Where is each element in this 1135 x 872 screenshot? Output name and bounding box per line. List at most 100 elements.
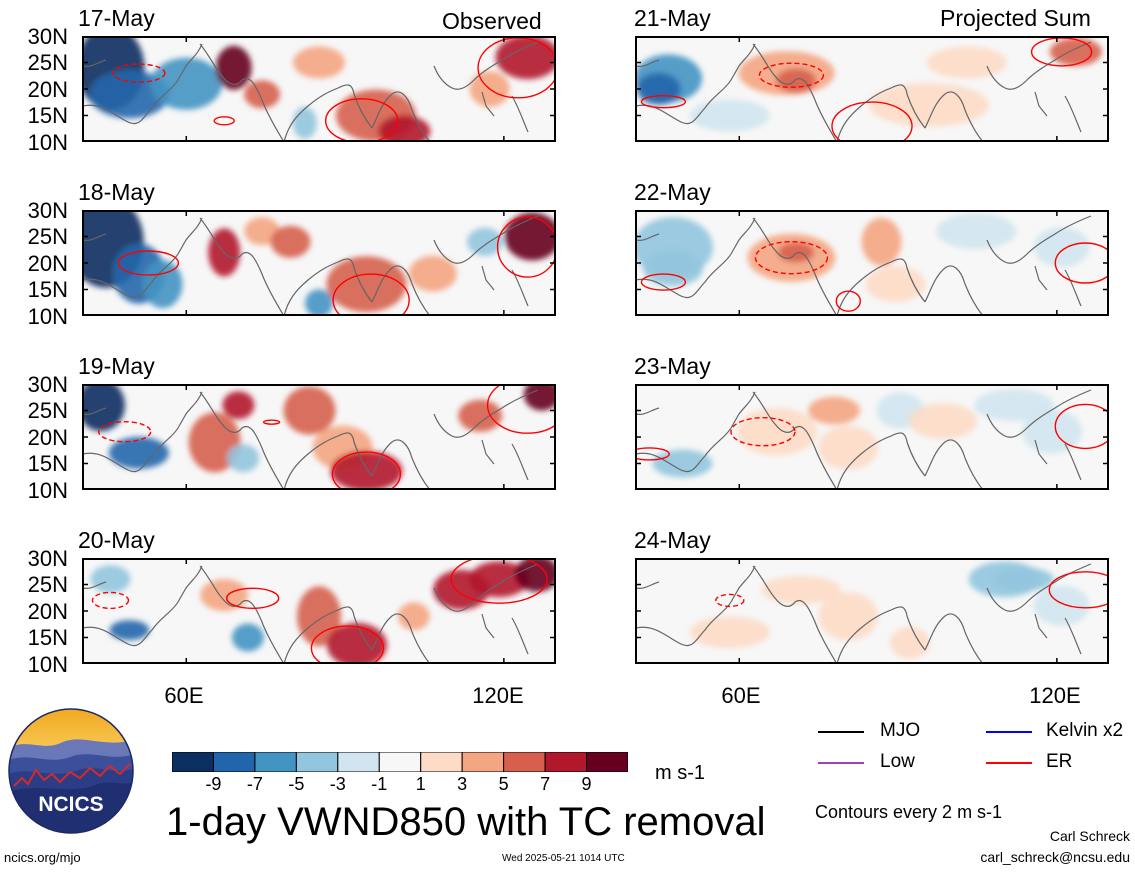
map-panel-observed: [82, 36, 556, 142]
field-anomaly: [270, 225, 311, 258]
field-anomaly: [330, 450, 403, 490]
colorbar-swatch: [295, 752, 339, 772]
lat-tick-label: 30N: [27, 24, 68, 49]
er-contour: [1054, 242, 1109, 284]
field-anomaly: [936, 213, 1017, 250]
coastline: [82, 389, 539, 490]
field-anomaly: [636, 73, 681, 105]
panel-date-label: 22-May: [634, 179, 711, 205]
field-anomaly: [909, 403, 978, 440]
lon-tick-label: 60E: [164, 683, 204, 708]
lat-tick-label: 15N: [27, 625, 68, 650]
field-layer: [82, 210, 556, 316]
field-layer: [82, 384, 556, 490]
coastline: [635, 389, 1092, 490]
legend-label-kelvin: Kelvin x2: [1046, 720, 1124, 741]
field-anomaly: [495, 36, 556, 80]
coastline: [82, 215, 539, 316]
er-contour: [332, 273, 410, 316]
er-contour: [640, 95, 687, 109]
panel-date-label: 18-May: [78, 179, 155, 205]
chart-title: 1-day VWND850 with TC removal: [166, 800, 766, 844]
map-panel-projected: [635, 384, 1109, 490]
footer-author: Carl Schreck: [1049, 828, 1130, 844]
coastline: [82, 563, 539, 664]
lat-tick-label: 25N: [27, 572, 68, 597]
colorbar-swatch: [586, 752, 628, 772]
er-contour: [758, 62, 825, 88]
er-contour: [97, 421, 152, 443]
colorbar-tick-label: -1: [371, 774, 388, 794]
lat-tick-label: 25N: [27, 398, 68, 423]
footer-email: carl_schreck@ncsu.edu: [980, 849, 1130, 865]
colorbar-tick-label: -7: [246, 774, 263, 794]
field-anomaly: [231, 623, 264, 652]
field-anomaly: [150, 57, 223, 110]
er-contour: [486, 384, 556, 434]
er-contour: [112, 63, 166, 83]
field-anomaly: [90, 565, 131, 594]
lat-tick-label: 10N: [27, 478, 68, 503]
field-layer: [82, 36, 556, 142]
lat-tick-label: 10N: [27, 652, 68, 677]
field-anomaly: [889, 626, 930, 659]
field-anomaly: [109, 620, 150, 641]
field-anomaly: [82, 384, 125, 432]
field-anomaly: [305, 289, 333, 316]
projected-title: Projected Sum: [940, 5, 1091, 31]
field-anomaly: [689, 616, 770, 649]
lat-tick-label: 20N: [27, 251, 68, 276]
field-anomaly: [200, 579, 249, 612]
map-panel-projected: [635, 36, 1109, 142]
field-anomaly: [861, 217, 902, 266]
er-contour: [831, 101, 913, 142]
field-anomaly: [89, 70, 170, 119]
lat-tick-label: 30N: [27, 546, 68, 571]
field-anomaly: [737, 407, 818, 456]
field-anomaly: [408, 255, 457, 292]
er-contour: [835, 290, 862, 312]
lat-tick-label: 10N: [27, 304, 68, 329]
field-layer: [82, 558, 556, 664]
field-anomaly: [469, 561, 530, 598]
lat-tick-label: 20N: [27, 77, 68, 102]
field-anomaly: [292, 106, 317, 139]
map-panel-observed: [82, 558, 556, 664]
colorbar-swatch: [337, 752, 380, 772]
legend-line-er: [986, 762, 1032, 764]
lon-tick-label: 120E: [1029, 683, 1081, 708]
er-contour: [450, 558, 548, 604]
colorbar-swatch: [420, 752, 463, 772]
lat-tick-label: 15N: [27, 451, 68, 476]
field-anomaly: [297, 586, 341, 647]
colorbar-tick-label: 3: [457, 774, 468, 794]
field-anomaly: [868, 82, 989, 127]
map-panel-observed: [82, 384, 556, 490]
colorbar-tick-label: 1: [415, 774, 426, 794]
lat-tick-label: 20N: [27, 425, 68, 450]
field-anomaly: [227, 444, 260, 473]
coastline: [635, 41, 1092, 142]
er-contour: [117, 250, 180, 276]
observed-title: Observed: [442, 8, 542, 34]
er-contour: [754, 241, 829, 275]
panel-date-label: 20-May: [78, 527, 155, 553]
er-contour: [262, 419, 281, 425]
field-anomaly: [458, 399, 503, 432]
footer-url: ncics.org/mjo: [4, 850, 81, 865]
field-anomaly: [293, 46, 345, 79]
field-anomaly: [397, 602, 430, 631]
lat-tick-label: 10N: [27, 130, 68, 155]
legend-line-mjo: [818, 731, 864, 733]
lat-tick-label: 25N: [27, 50, 68, 75]
lat-tick-label: 30N: [27, 372, 68, 397]
er-contour: [635, 447, 670, 461]
colorbar-swatch: [212, 752, 256, 772]
field-layer: [635, 210, 1109, 316]
lat-tick-label: 25N: [27, 224, 68, 249]
ncics-logo: NCICS: [8, 708, 134, 834]
legend-line-low: [818, 762, 864, 764]
lat-tick-label: 15N: [27, 277, 68, 302]
colorbar-tick-label: 5: [498, 774, 509, 794]
field-anomaly: [244, 80, 281, 109]
